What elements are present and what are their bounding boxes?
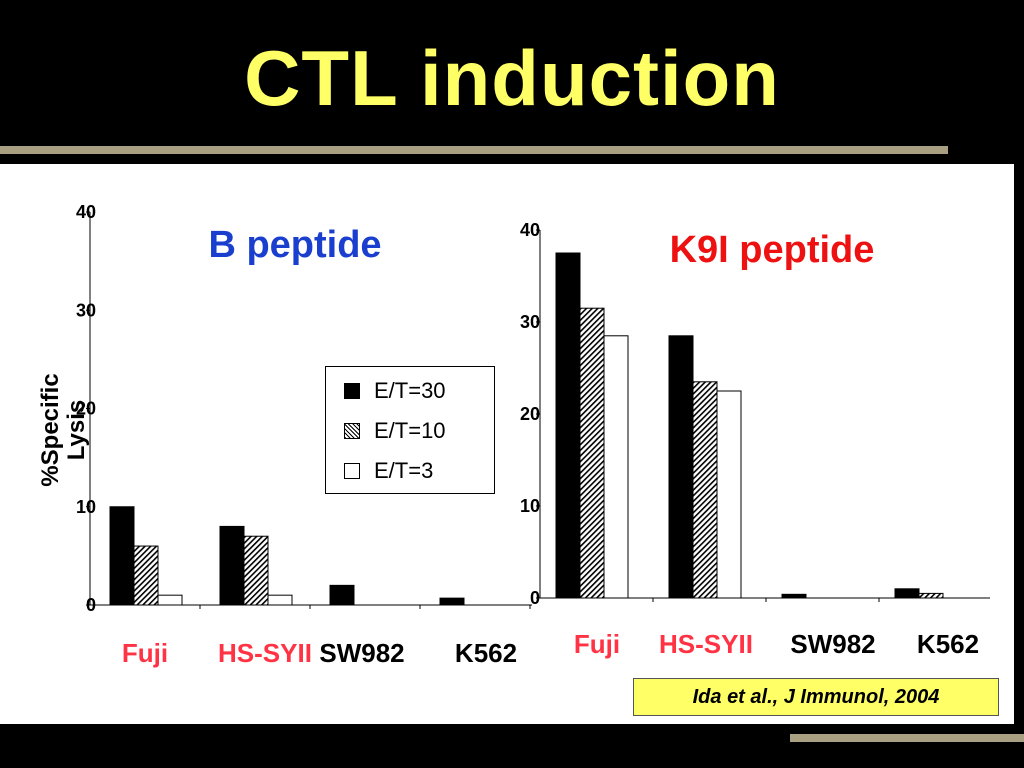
bottom-divider: [790, 734, 1024, 742]
bar-e-t-10: [692, 381, 718, 599]
legend-label: E/T=30: [374, 378, 446, 403]
slide-title: CTL induction: [244, 34, 780, 122]
y-tick-label: 0: [86, 595, 96, 615]
bar-e-t-30: [781, 593, 807, 599]
bar-e-t-3: [603, 335, 629, 599]
bar-e-t-30: [219, 525, 245, 606]
bar-e-t-10: [918, 592, 944, 599]
bar-e-t-30: [668, 335, 694, 599]
y-axis-label: %SpecificLysis: [37, 373, 90, 486]
bar-e-t-30: [109, 506, 135, 606]
bar-e-t-30: [329, 584, 355, 606]
citation-box: Ida et al., J Immunol, 2004: [633, 678, 999, 716]
category-label: K562: [917, 629, 979, 659]
y-tick-label: 20: [520, 404, 540, 424]
bar-e-t-10: [133, 545, 159, 606]
legend: E/T=30 E/T=10 E/T=3: [325, 366, 495, 494]
category-label: K562: [455, 638, 517, 668]
bar-e-t-30: [439, 597, 465, 606]
legend-swatch-hatched: [344, 423, 360, 439]
category-label: HS-SYII: [218, 638, 312, 668]
category-label: HS-SYII: [659, 629, 753, 659]
y-tick-label: 40: [520, 220, 540, 240]
chart-title: B peptide: [208, 224, 381, 266]
category-label: Fuji: [574, 629, 620, 659]
bar-e-t-10: [579, 307, 605, 599]
bar-e-t-3: [716, 390, 742, 599]
legend-label: E/T=10: [374, 418, 446, 443]
bar-e-t-3: [157, 594, 183, 606]
category-label: Fuji: [122, 638, 168, 668]
y-tick-label: 0: [530, 588, 540, 608]
y-tick-label: 30: [520, 312, 540, 332]
chart-panel: [0, 164, 1014, 724]
top-divider: [0, 146, 948, 154]
bar-e-t-3: [267, 594, 293, 606]
bar-e-t-30: [555, 252, 581, 599]
legend-swatch-solid: [344, 383, 360, 399]
chart-b-peptide: 0 10 20 30 40 B peptide Fuji HS-SYII SW982 K562 %S…: [37, 202, 532, 668]
y-tick-label: 20: [76, 399, 96, 419]
chart-k9i-peptide: 0 10 20 30 40 K9I peptide Fuji HS-SYII SW982 K562: [520, 220, 990, 659]
y-tick-label: 40: [76, 202, 96, 222]
legend-swatch-white: [344, 463, 360, 479]
y-tick-label: 10: [520, 496, 540, 516]
category-label: SW982: [319, 638, 404, 668]
bar-e-t-30: [894, 588, 920, 599]
y-tick-label: 30: [76, 300, 96, 320]
bar-e-t-10: [243, 535, 269, 606]
y-tick-label: 10: [76, 497, 96, 517]
chart-title: K9I peptide: [670, 229, 875, 271]
legend-label: E/T=3: [374, 458, 434, 483]
category-label: SW982: [790, 629, 875, 659]
